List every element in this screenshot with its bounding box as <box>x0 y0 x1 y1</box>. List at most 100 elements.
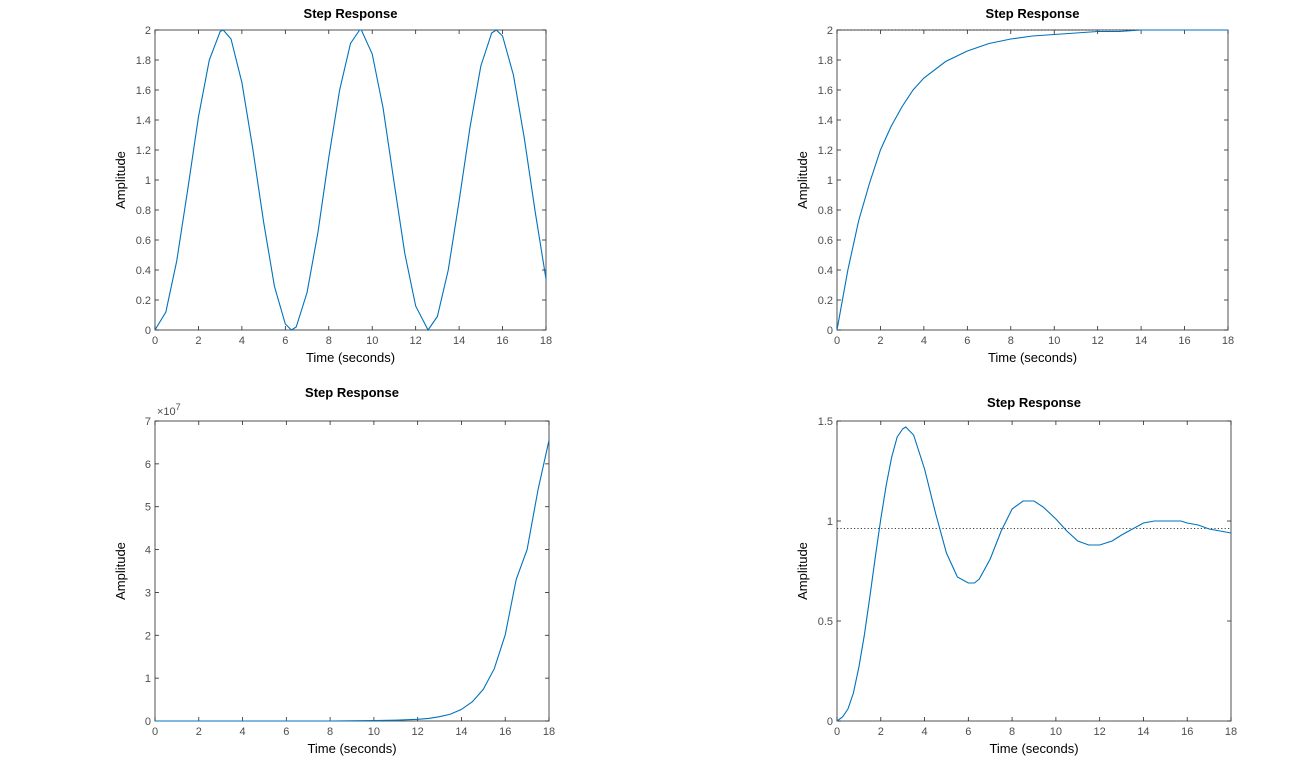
x-tick-label: 14 <box>1135 335 1147 347</box>
chart-bottom-left: Step Response Time (seconds) Amplitude ×… <box>113 385 555 756</box>
x-tick-label: 10 <box>368 726 380 738</box>
series-line <box>836 426 1232 722</box>
y-tick-label: 0 <box>827 716 833 728</box>
y-tick-label: 1 <box>827 516 833 528</box>
x-tick-label: 12 <box>410 335 422 347</box>
plot-area <box>154 29 547 331</box>
y-tick-label: 0.8 <box>818 205 833 217</box>
x-tick-label: 4 <box>921 726 927 738</box>
x-tick-label: 12 <box>1092 335 1104 347</box>
x-tick-label: 14 <box>1137 726 1149 738</box>
y-tick-label: 5 <box>145 502 151 514</box>
x-axis-label: Time (seconds) <box>989 741 1078 756</box>
chart-title: Step Response <box>304 6 398 21</box>
x-tick-label: 8 <box>327 726 333 738</box>
x-axis-label: Time (seconds) <box>307 741 396 756</box>
series-line <box>155 440 550 722</box>
y-tick-label: 2 <box>827 25 833 37</box>
x-tick-label: 4 <box>239 726 245 738</box>
x-tick-label: 0 <box>152 335 158 347</box>
x-tick-label: 8 <box>326 335 332 347</box>
exponent-base: ×10 <box>157 406 176 418</box>
y-axis-label: Amplitude <box>795 151 810 209</box>
x-tick-label: 16 <box>499 726 511 738</box>
x-tick-label: 2 <box>878 726 884 738</box>
y-tick-label: 1.8 <box>136 55 151 67</box>
y-tick-label: 0.5 <box>818 616 833 628</box>
y-tick-label: 0.4 <box>818 265 833 277</box>
y-tick-label: 1.6 <box>136 85 151 97</box>
x-tick-label: 8 <box>1008 335 1014 347</box>
x-tick-label: 14 <box>455 726 467 738</box>
x-tick-label: 10 <box>1050 726 1062 738</box>
y-tick-label: 1.6 <box>818 85 833 97</box>
x-tick-label: 18 <box>1222 335 1234 347</box>
y-tick-label: 0.8 <box>136 205 151 217</box>
x-tick-label: 16 <box>1181 726 1193 738</box>
x-tick-label: 16 <box>496 335 508 347</box>
y-tick-label: 0.2 <box>818 295 833 307</box>
x-tick-label: 16 <box>1178 335 1190 347</box>
plot-area <box>836 420 1232 722</box>
x-axis-label: Time (seconds) <box>988 350 1077 365</box>
y-axis-label: Amplitude <box>113 151 128 209</box>
chart-title: Step Response <box>986 6 1080 21</box>
x-tick-label: 2 <box>195 335 201 347</box>
x-tick-label: 2 <box>196 726 202 738</box>
x-tick-label: 2 <box>877 335 883 347</box>
y-tick-label: 3 <box>145 587 151 599</box>
y-tick-label: 2 <box>145 25 151 37</box>
chart-top-left: Step Response Time (seconds) Amplitude 0… <box>113 6 552 365</box>
x-tick-label: 0 <box>152 726 158 738</box>
y-tick-label: 1.5 <box>818 416 833 428</box>
chart-top-right: Step Response Time (seconds) Amplitude 0… <box>795 6 1234 365</box>
y-tick-label: 1 <box>827 175 833 187</box>
y-tick-label: 1.4 <box>818 115 833 127</box>
x-tick-label: 6 <box>283 726 289 738</box>
x-tick-label: 14 <box>453 335 465 347</box>
y-tick-label: 0 <box>827 325 833 337</box>
x-axis-label: Time (seconds) <box>306 350 395 365</box>
y-tick-label: 1.2 <box>818 145 833 157</box>
x-tick-label: 8 <box>1009 726 1015 738</box>
y-tick-label: 1 <box>145 673 151 685</box>
y-tick-label: 1.8 <box>818 55 833 67</box>
y-tick-label: 0.2 <box>136 295 151 307</box>
x-tick-label: 4 <box>239 335 245 347</box>
series-line <box>836 29 1228 331</box>
chart-title: Step Response <box>987 395 1081 410</box>
y-tick-label: 1 <box>145 175 151 187</box>
series-line <box>154 29 547 332</box>
x-tick-label: 12 <box>412 726 424 738</box>
y-tick-label: 4 <box>145 545 151 557</box>
y-axis-exponent: ×107 <box>157 402 181 418</box>
x-tick-label: 10 <box>366 335 378 347</box>
x-tick-label: 4 <box>921 335 927 347</box>
y-tick-label: 1.2 <box>136 145 151 157</box>
y-tick-label: 0.6 <box>136 235 151 247</box>
x-tick-label: 12 <box>1094 726 1106 738</box>
chart-bottom-right: Step Response Time (seconds) Amplitude 0… <box>795 395 1237 756</box>
plot-area <box>836 29 1229 331</box>
exponent-power: 7 <box>176 402 181 412</box>
plot-area <box>154 420 550 722</box>
x-tick-label: 18 <box>540 335 552 347</box>
y-tick-label: 6 <box>145 459 151 471</box>
x-tick-label: 18 <box>1225 726 1237 738</box>
y-tick-label: 0.4 <box>136 265 151 277</box>
y-tick-label: 0 <box>145 325 151 337</box>
x-tick-label: 10 <box>1048 335 1060 347</box>
x-tick-label: 6 <box>964 335 970 347</box>
x-tick-label: 0 <box>834 335 840 347</box>
y-tick-label: 7 <box>145 416 151 428</box>
y-tick-label: 0 <box>145 716 151 728</box>
y-tick-label: 0.6 <box>818 235 833 247</box>
y-axis-label: Amplitude <box>113 542 128 600</box>
x-tick-label: 6 <box>282 335 288 347</box>
y-tick-label: 2 <box>145 630 151 642</box>
x-tick-label: 6 <box>965 726 971 738</box>
y-axis-label: Amplitude <box>795 542 810 600</box>
y-tick-label: 1.4 <box>136 115 151 127</box>
x-tick-label: 0 <box>834 726 840 738</box>
